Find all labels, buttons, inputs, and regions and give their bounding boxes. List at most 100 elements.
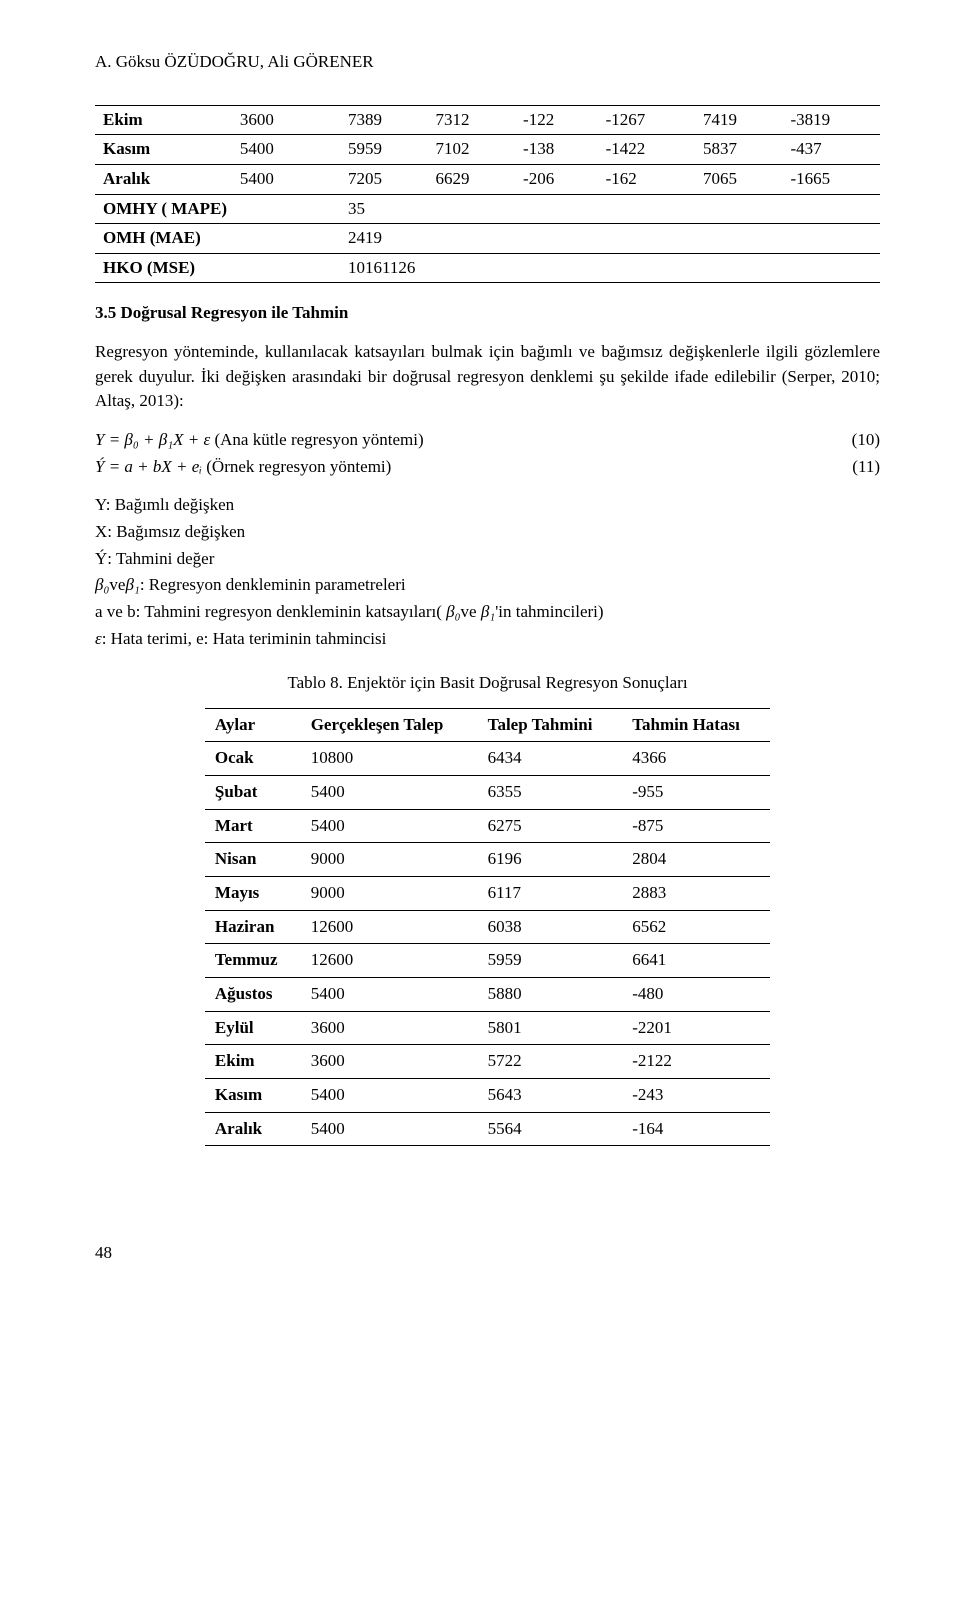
metric-row: HKO (MSE) 10161126 bbox=[95, 253, 880, 283]
value-cell: -2201 bbox=[622, 1011, 770, 1045]
col-header: Aylar bbox=[205, 708, 301, 742]
metric-label: HKO (MSE) bbox=[95, 253, 340, 283]
value-cell: -138 bbox=[515, 135, 598, 165]
month-cell: Mart bbox=[205, 809, 301, 843]
value-cell: 2883 bbox=[622, 877, 770, 911]
month-cell: Temmuz bbox=[205, 944, 301, 978]
equation-lhs: Y = β₀ + β₁X + ε bbox=[95, 430, 210, 449]
table-row: Ekim36005722-2122 bbox=[205, 1045, 770, 1079]
value-cell: 6562 bbox=[622, 910, 770, 944]
value-cell: 5400 bbox=[232, 164, 340, 194]
value-cell: 7102 bbox=[428, 135, 516, 165]
metric-row: OMHY ( MAPE) 35 bbox=[95, 194, 880, 224]
symbol: β₁ bbox=[481, 602, 495, 621]
definitions-block: Y: Bağımlı değişken X: Bağımsız değişken… bbox=[95, 493, 880, 651]
col-header: Tahmin Hatası bbox=[622, 708, 770, 742]
month-cell: Nisan bbox=[205, 843, 301, 877]
col-header: Talep Tahmini bbox=[478, 708, 623, 742]
table-row: Aralık54005564-164 bbox=[205, 1112, 770, 1146]
month-cell: Eylül bbox=[205, 1011, 301, 1045]
metric-value: 10161126 bbox=[340, 253, 880, 283]
metric-value: 2419 bbox=[340, 224, 880, 254]
symbol: β₀ bbox=[446, 602, 460, 621]
value-cell: -875 bbox=[622, 809, 770, 843]
month-cell: Kasım bbox=[95, 135, 232, 165]
equation-content: Ý = a + bX + eᵢ (Örnek regresyon yöntemi… bbox=[95, 455, 391, 480]
month-cell: Ocak bbox=[205, 742, 301, 776]
value-cell: 7389 bbox=[340, 105, 428, 135]
table-row: Kasım54005643-243 bbox=[205, 1078, 770, 1112]
value-cell: 5959 bbox=[478, 944, 623, 978]
value-cell: 5400 bbox=[301, 1078, 478, 1112]
equation-line: Y = β₀ + β₁X + ε (Ana kütle regresyon yö… bbox=[95, 428, 880, 453]
table-row: Ağustos54005880-480 bbox=[205, 977, 770, 1011]
value-cell: -955 bbox=[622, 776, 770, 810]
value-cell: 12600 bbox=[301, 944, 478, 978]
table-row: Eylül36005801-2201 bbox=[205, 1011, 770, 1045]
definition-line: β₀veβ₁: Regresyon denkleminin parametrel… bbox=[95, 573, 880, 598]
definition-line: ε: Hata terimi, e: Hata teriminin tahmin… bbox=[95, 627, 880, 652]
value-cell: -1665 bbox=[783, 164, 881, 194]
value-cell: -206 bbox=[515, 164, 598, 194]
symbol: ε bbox=[95, 629, 102, 648]
month-cell: Aralık bbox=[95, 164, 232, 194]
value-cell: -480 bbox=[622, 977, 770, 1011]
equation-line: Ý = a + bX + eᵢ (Örnek regresyon yöntemi… bbox=[95, 455, 880, 480]
month-cell: Şubat bbox=[205, 776, 301, 810]
value-cell: -437 bbox=[783, 135, 881, 165]
month-cell: Haziran bbox=[205, 910, 301, 944]
value-cell: 5564 bbox=[478, 1112, 623, 1146]
table-caption: Tablo 8. Enjektör için Basit Doğrusal Re… bbox=[95, 671, 880, 696]
value-cell: 6275 bbox=[478, 809, 623, 843]
value-cell: 5400 bbox=[301, 1112, 478, 1146]
value-cell: 5801 bbox=[478, 1011, 623, 1045]
metric-row: OMH (MAE) 2419 bbox=[95, 224, 880, 254]
month-cell: Kasım bbox=[205, 1078, 301, 1112]
value-cell: 3600 bbox=[301, 1045, 478, 1079]
value-cell: 5400 bbox=[301, 776, 478, 810]
equation-lhs: Ý = a + bX + eᵢ bbox=[95, 457, 202, 476]
text: ve bbox=[109, 575, 125, 594]
value-cell: 7419 bbox=[695, 105, 783, 135]
value-cell: 12600 bbox=[301, 910, 478, 944]
table-row: Mayıs900061172883 bbox=[205, 877, 770, 911]
value-cell: -243 bbox=[622, 1078, 770, 1112]
text: : Regresyon denkleminin parametreleri bbox=[140, 575, 406, 594]
month-cell: Ekim bbox=[95, 105, 232, 135]
value-cell: 7205 bbox=[340, 164, 428, 194]
text: 'in tahmincileri) bbox=[495, 602, 603, 621]
equation-number: (11) bbox=[832, 455, 880, 480]
month-cell: Ağustos bbox=[205, 977, 301, 1011]
value-cell: 7065 bbox=[695, 164, 783, 194]
value-cell: -122 bbox=[515, 105, 598, 135]
value-cell: 10800 bbox=[301, 742, 478, 776]
symbol: β₀ bbox=[95, 575, 109, 594]
month-cell: Aralık bbox=[205, 1112, 301, 1146]
month-cell: Ekim bbox=[205, 1045, 301, 1079]
value-cell: 5643 bbox=[478, 1078, 623, 1112]
value-cell: 5837 bbox=[695, 135, 783, 165]
value-cell: 6641 bbox=[622, 944, 770, 978]
value-cell: 6038 bbox=[478, 910, 623, 944]
text: a ve b: Tahmini regresyon denkleminin ka… bbox=[95, 602, 446, 621]
value-cell: 6117 bbox=[478, 877, 623, 911]
value-cell: 6355 bbox=[478, 776, 623, 810]
table-continuation: Ekim 3600 7389 7312 -122 -1267 7419 -381… bbox=[95, 105, 880, 284]
equation-content: Y = β₀ + β₁X + ε (Ana kütle regresyon yö… bbox=[95, 428, 424, 453]
value-cell: -3819 bbox=[783, 105, 881, 135]
table-row: Temmuz1260059596641 bbox=[205, 944, 770, 978]
table-row: Şubat54006355-955 bbox=[205, 776, 770, 810]
value-cell: 6629 bbox=[428, 164, 516, 194]
value-cell: 9000 bbox=[301, 843, 478, 877]
table-row: Kasım 5400 5959 7102 -138 -1422 5837 -43… bbox=[95, 135, 880, 165]
metric-label: OMH (MAE) bbox=[95, 224, 340, 254]
regression-results-table: Aylar Gerçekleşen Talep Talep Tahmini Ta… bbox=[205, 708, 770, 1146]
value-cell: -1267 bbox=[598, 105, 695, 135]
value-cell: 7312 bbox=[428, 105, 516, 135]
value-cell: -1422 bbox=[598, 135, 695, 165]
value-cell: 3600 bbox=[301, 1011, 478, 1045]
value-cell: 5959 bbox=[340, 135, 428, 165]
value-cell: 5400 bbox=[232, 135, 340, 165]
text: ve bbox=[461, 602, 481, 621]
text: : Hata terimi, e: Hata teriminin tahminc… bbox=[102, 629, 387, 648]
